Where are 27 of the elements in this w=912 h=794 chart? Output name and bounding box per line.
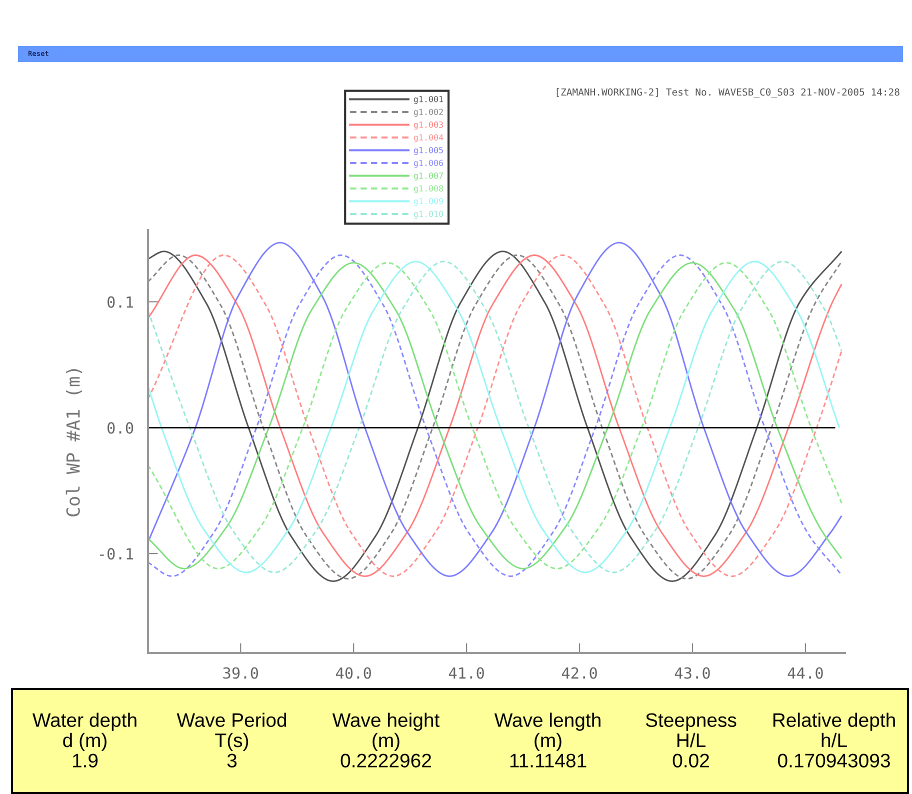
x-tick-label: 40.0 — [336, 667, 372, 679]
x-tick-label: 39.0 — [223, 667, 258, 679]
text: Wave length (m) 11.11481 — [494, 712, 600, 768]
text: g1.010 — [414, 210, 444, 219]
chart-title: [ZAMANH.WORKING-2] Test No. WAVESB_C0_S03 21-NOV-2005 14:28 — [556, 88, 900, 98]
text: g1.006 — [414, 160, 444, 168]
x-tick-label: 44.0 — [788, 667, 823, 679]
y-tick-label: -0.1 — [100, 548, 134, 560]
y-tick-label: 0.1 — [108, 296, 134, 308]
text: g1.002 — [414, 108, 443, 117]
text: g1.004 — [414, 134, 444, 142]
text: g1.007 — [414, 172, 443, 180]
x-tick-label: 41.0 — [448, 667, 484, 679]
text: g1.008 — [414, 185, 444, 194]
y-axis-title: Col WP #A1 (m) — [66, 369, 82, 516]
x-tick-label: 42.0 — [562, 667, 597, 679]
text: Water depth d (m) 1.9 — [32, 712, 136, 768]
y-tick-label: 0.0 — [108, 422, 134, 434]
text: g1.005 — [414, 146, 443, 155]
text: g1.003 — [414, 121, 443, 130]
text: g1.009 — [414, 198, 443, 206]
text: Wave height (m) 0.2222962 — [332, 712, 440, 768]
text: Wave Period T(s) 3 — [176, 712, 286, 768]
x-tick-label: 43.0 — [674, 667, 710, 679]
text: g1.001 — [414, 96, 443, 104]
text: Steepness H/L 0.02 — [646, 713, 736, 768]
text: Relative depth h/L 0.170943093 — [773, 712, 895, 768]
